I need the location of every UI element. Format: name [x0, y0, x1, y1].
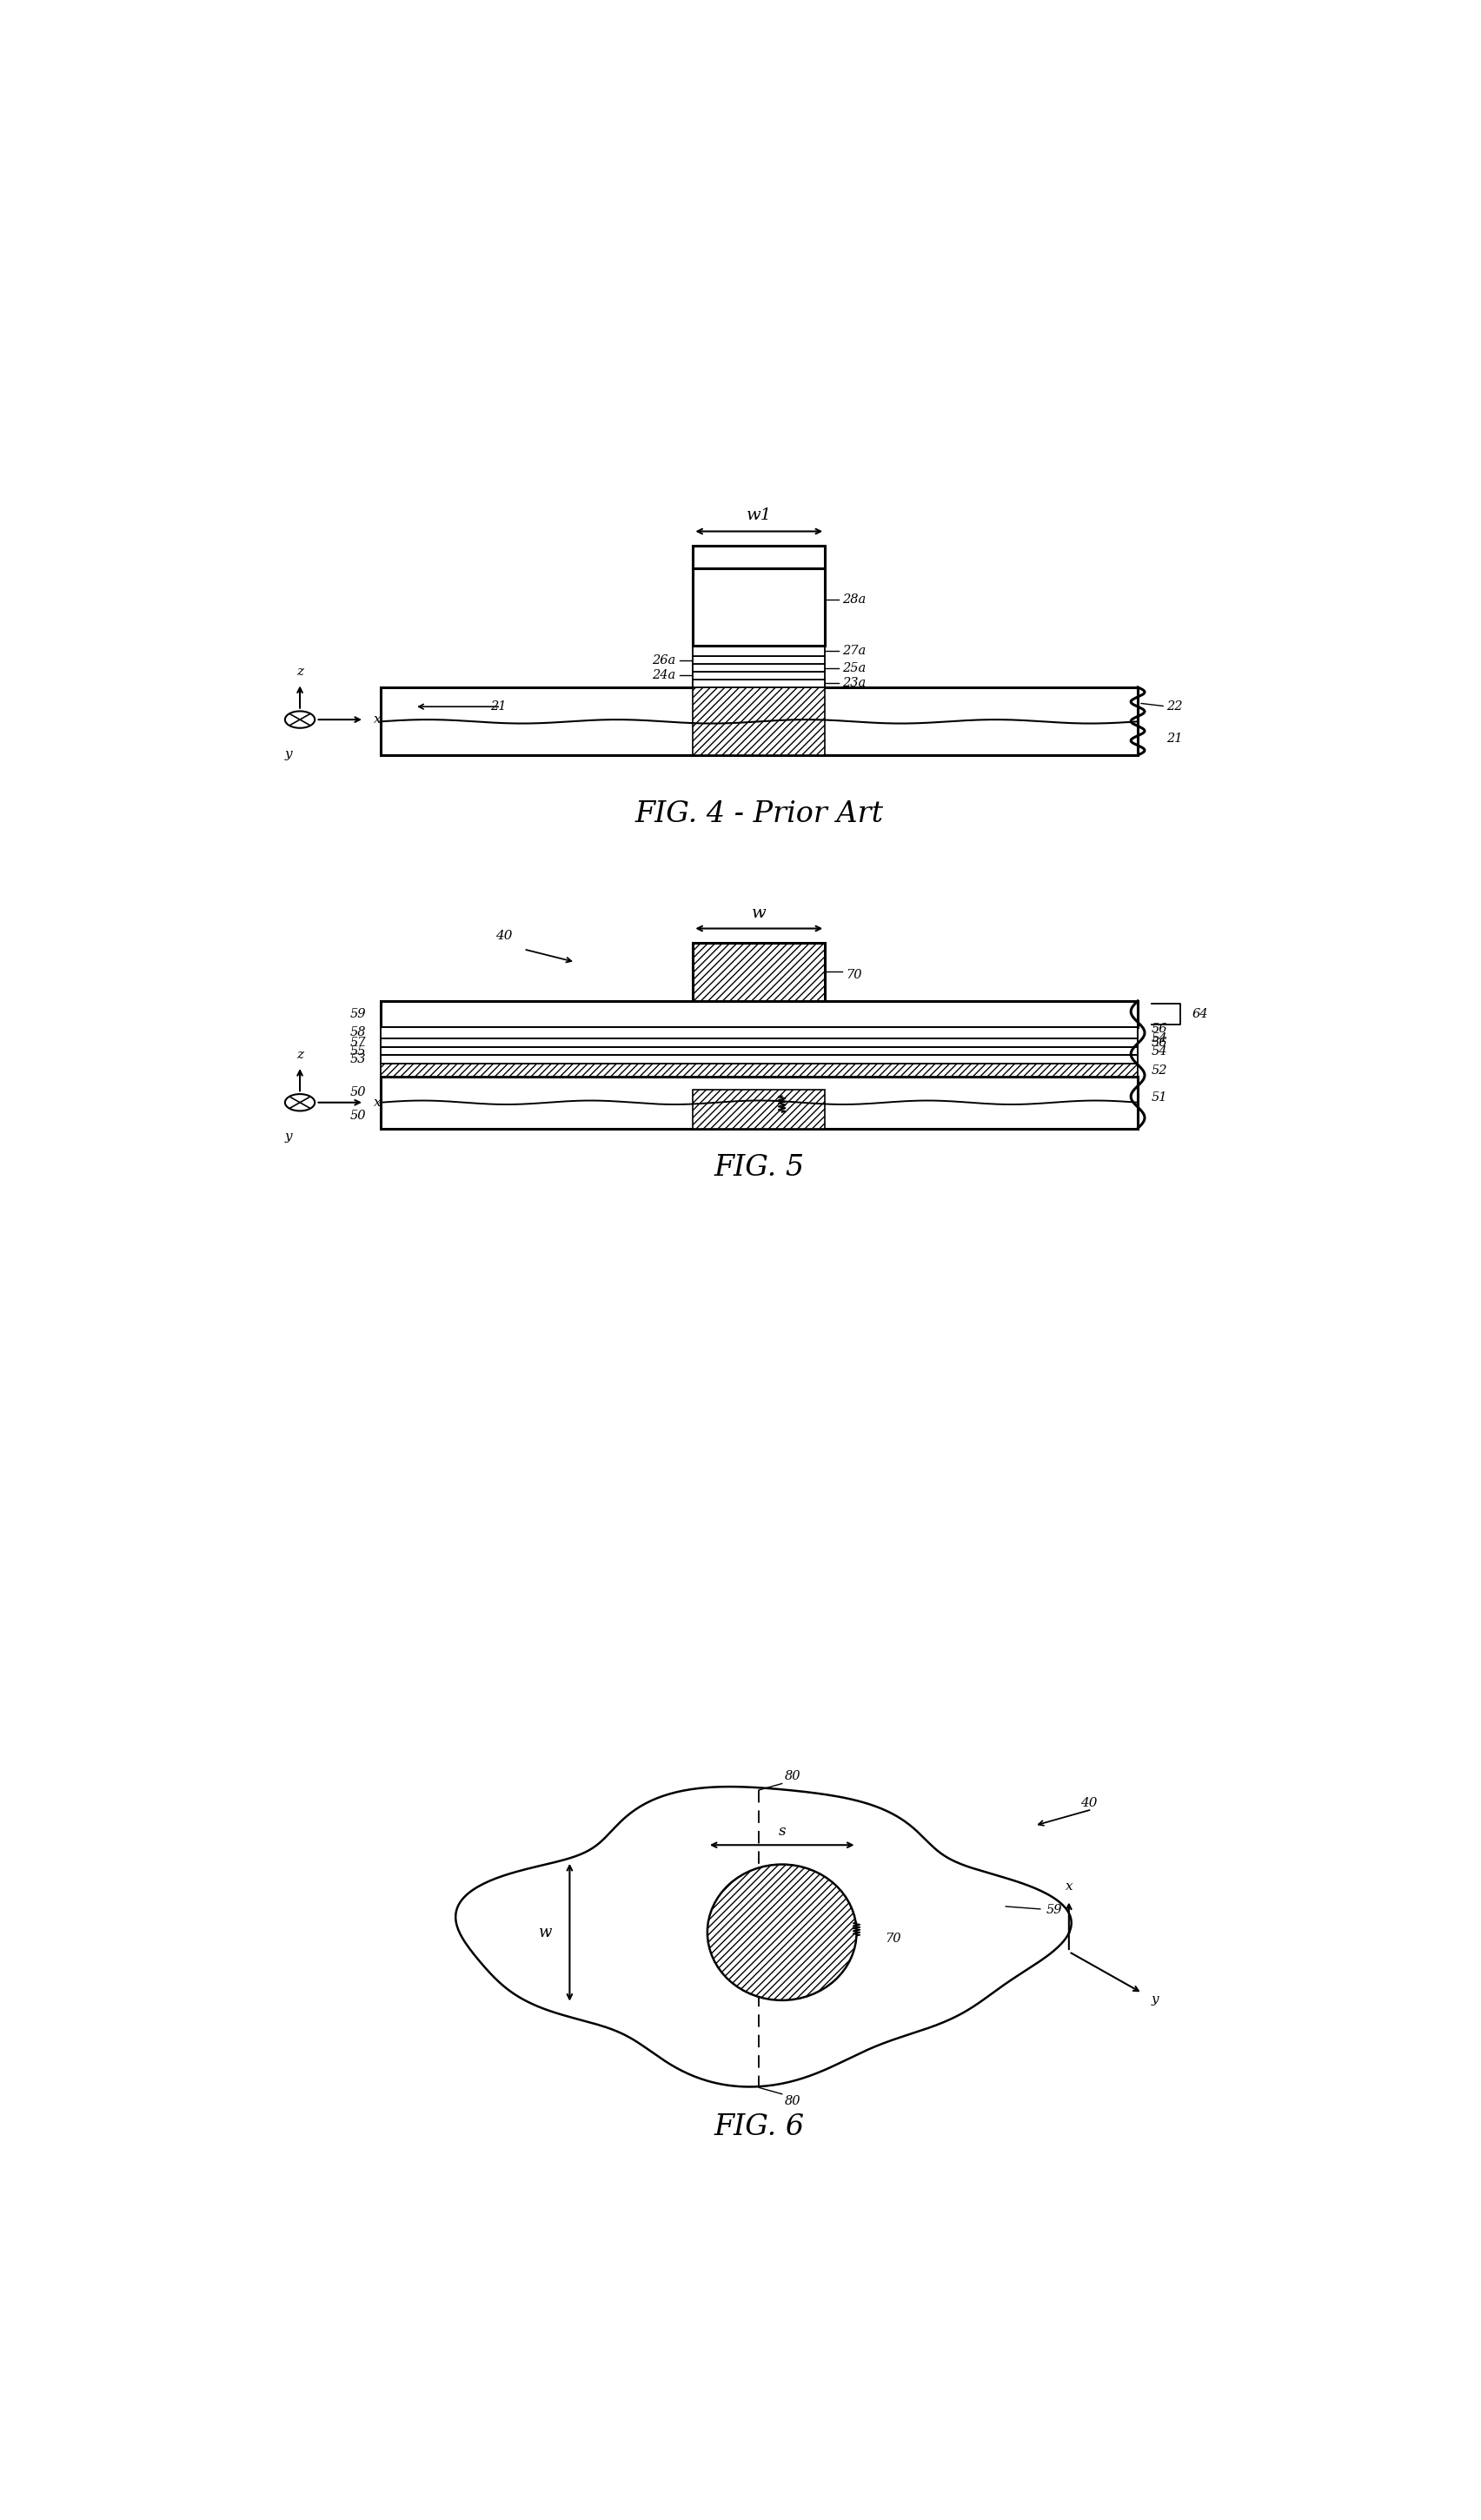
Text: z: z [296, 1048, 304, 1061]
Bar [381, 1026, 1137, 1038]
Bar [381, 1046, 1137, 1056]
Bar [693, 655, 825, 663]
Text: 24a: 24a [652, 670, 675, 683]
Bar [381, 688, 1137, 756]
Text: z: z [296, 665, 304, 678]
Text: FIG. 5: FIG. 5 [714, 1154, 804, 1182]
Bar [693, 567, 825, 645]
Text: FIG. 4 - Prior Art: FIG. 4 - Prior Art [635, 801, 883, 829]
Text: 58: 58 [351, 1026, 366, 1038]
Bar [693, 663, 825, 673]
Text: 40: 40 [495, 930, 512, 942]
Text: 21: 21 [490, 701, 507, 713]
Text: 80: 80 [785, 1769, 800, 1782]
Text: y: y [1152, 1993, 1160, 2006]
Text: 54: 54 [1152, 1046, 1167, 1058]
Text: 70: 70 [886, 1933, 902, 1945]
Text: 51: 51 [1152, 1091, 1167, 1104]
Bar [693, 680, 825, 688]
Text: 59: 59 [351, 1008, 366, 1021]
Text: 53: 53 [351, 1053, 366, 1066]
Text: s: s [779, 1824, 785, 1840]
Text: 21: 21 [1167, 733, 1182, 746]
Text: 56: 56 [1152, 1023, 1167, 1036]
Text: 50: 50 [351, 1109, 366, 1121]
Text: 23a: 23a [843, 678, 866, 690]
Text: 80: 80 [785, 2094, 800, 2107]
Text: 54: 54 [1152, 1033, 1167, 1046]
Text: 28a: 28a [843, 592, 866, 605]
Text: 25a: 25a [843, 663, 866, 673]
Text: x: x [373, 1096, 381, 1109]
Text: FIG. 6: FIG. 6 [714, 2114, 804, 2142]
Text: 57: 57 [351, 1036, 366, 1048]
Bar [693, 678, 825, 756]
Text: 59: 59 [1046, 1903, 1062, 1915]
Bar [381, 1056, 1137, 1063]
Text: x: x [373, 713, 381, 726]
Bar [693, 645, 825, 655]
Bar [693, 942, 825, 1000]
Bar [381, 1063, 1137, 1076]
Text: 40: 40 [1081, 1797, 1097, 1809]
Bar [693, 673, 825, 680]
Ellipse shape [708, 1865, 856, 2001]
Text: 56: 56 [1152, 1036, 1167, 1048]
Bar [693, 547, 825, 567]
Bar [381, 1038, 1137, 1046]
Text: y: y [284, 1131, 292, 1144]
Text: 64: 64 [1192, 1008, 1208, 1021]
Text: x: x [1065, 1880, 1072, 1893]
Text: w: w [539, 1925, 552, 1940]
Text: 52: 52 [1152, 1063, 1167, 1076]
Text: y: y [284, 748, 292, 761]
Text: 26a: 26a [652, 655, 675, 665]
Text: 27a: 27a [843, 645, 866, 658]
Bar [381, 1000, 1137, 1026]
Polygon shape [456, 1787, 1071, 2087]
Text: 50: 50 [351, 1086, 366, 1099]
Bar [381, 1076, 1137, 1129]
Bar [693, 1089, 825, 1129]
Text: w1: w1 [746, 507, 772, 524]
Text: w: w [752, 905, 766, 920]
Text: 22: 22 [1167, 701, 1182, 713]
Text: 70: 70 [846, 968, 862, 980]
Text: 55: 55 [351, 1046, 366, 1058]
